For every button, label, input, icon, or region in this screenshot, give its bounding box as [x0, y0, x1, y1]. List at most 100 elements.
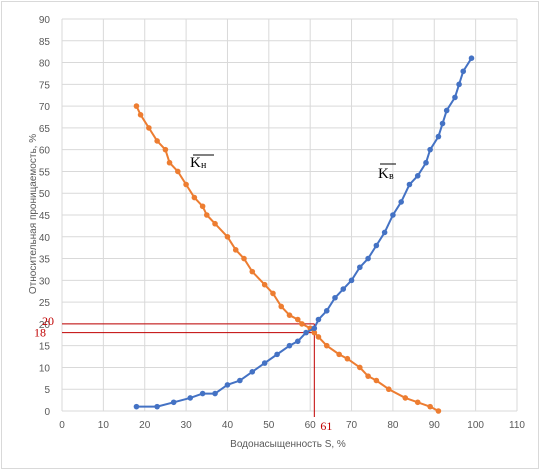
- annotation-intersection-x: 61: [320, 419, 332, 433]
- series-layer: [133, 55, 475, 414]
- series-0-point: [241, 255, 247, 262]
- series-0-point: [133, 103, 140, 109]
- y-tick-label: 5: [44, 385, 50, 396]
- series-0-point: [261, 281, 268, 288]
- x-tick-label: 30: [181, 420, 193, 431]
- series-1-point: [303, 329, 309, 336]
- series-0-point: [414, 399, 421, 406]
- series-1-point: [249, 369, 256, 375]
- annotation-upper-value: 20: [42, 314, 54, 328]
- series-0-point: [183, 181, 189, 188]
- series-0-point: [311, 329, 318, 336]
- curve-label-main: K: [190, 155, 201, 171]
- y-tick-label: 90: [39, 15, 51, 26]
- series-1-point: [443, 107, 450, 114]
- x-tick-label: 100: [467, 420, 484, 431]
- series-0-point: [385, 386, 392, 393]
- x-tick-label: 0: [59, 420, 65, 431]
- y-tick-label: 65: [39, 124, 51, 135]
- series-0-point: [212, 220, 218, 227]
- series-1-point: [340, 286, 347, 292]
- series-0-point: [146, 125, 152, 131]
- series-0-point: [435, 408, 442, 414]
- y-tick-label: 30: [39, 276, 51, 287]
- series-1-point: [274, 351, 280, 358]
- y-tick-label: 20: [39, 320, 51, 331]
- series-1-point: [373, 242, 380, 249]
- series-0-point: [402, 395, 409, 401]
- x-axis-title: Водонасыщенность S, %: [230, 439, 346, 450]
- x-tick-label: 50: [263, 420, 275, 431]
- series-1-point: [323, 308, 330, 314]
- y-tick-label: 50: [39, 189, 51, 200]
- y-tick-label: 85: [39, 37, 51, 48]
- x-tick-label: 90: [429, 420, 441, 431]
- series-1-point: [406, 181, 413, 188]
- curve-label-subscript: в: [389, 171, 394, 182]
- series-0-point: [365, 373, 371, 379]
- series-0-point: [232, 247, 239, 253]
- series-0-point: [278, 303, 285, 310]
- series-1-point: [261, 360, 268, 366]
- y-tick-label: 55: [39, 167, 51, 178]
- y-tick-label: 60: [39, 146, 51, 157]
- series-0-point: [357, 364, 363, 371]
- series-0-point: [344, 355, 351, 362]
- series-1-point: [133, 403, 140, 410]
- series-0-point: [224, 233, 231, 240]
- series-0-point: [175, 168, 181, 175]
- series-1-point: [294, 338, 301, 345]
- series-0-point: [249, 268, 256, 275]
- annotation-lower-value: 18: [34, 326, 46, 340]
- series-1-point: [365, 255, 371, 262]
- x-tick-label: 80: [387, 420, 399, 431]
- series-0-point: [286, 312, 293, 318]
- series-0-point: [315, 334, 322, 340]
- curve-label-subscript: н: [201, 160, 207, 171]
- series-0-point: [294, 316, 301, 323]
- series-1-point: [348, 277, 355, 284]
- series-1-point: [311, 325, 318, 332]
- series-1-point: [427, 146, 433, 153]
- series-1-point: [154, 403, 160, 410]
- y-tick-label: 25: [39, 298, 51, 309]
- series-0-point: [203, 212, 210, 218]
- y-tick-label: 70: [39, 102, 51, 113]
- y-axis-title: Относительная проницаемость, %: [28, 134, 39, 294]
- series-1-point: [390, 212, 396, 218]
- series-1-point: [286, 342, 293, 349]
- series-1-point: [224, 382, 231, 388]
- series-1-point: [398, 199, 404, 205]
- series-0-point: [427, 403, 433, 410]
- series-1-point: [423, 159, 429, 166]
- series-0-point: [154, 138, 160, 144]
- series-0-point: [270, 290, 276, 297]
- series-1-point: [435, 133, 442, 140]
- series-0-point: [336, 351, 342, 358]
- series-1-point: [212, 390, 218, 397]
- grid: [61, 18, 518, 412]
- series-1-point: [460, 68, 467, 75]
- series-1-point: [332, 294, 338, 301]
- y-tick-label: 80: [39, 59, 51, 70]
- series-1-point: [456, 81, 462, 88]
- y-tick-label: 75: [39, 80, 51, 91]
- series-1-point: [187, 395, 194, 401]
- y-tick-label: 15: [39, 342, 51, 353]
- x-tick-label: 10: [98, 420, 110, 431]
- y-tick-label: 35: [39, 255, 51, 266]
- series-0-point: [323, 342, 330, 349]
- x-tick-label: 60: [305, 420, 317, 431]
- series-0-point: [137, 112, 144, 118]
- series-0-point: [191, 194, 198, 201]
- x-tick-label: 70: [346, 420, 358, 431]
- y-tick-label: 0: [44, 407, 50, 418]
- series-0-point: [166, 159, 173, 166]
- y-tick-label: 40: [39, 233, 51, 244]
- series-0-point: [199, 203, 206, 210]
